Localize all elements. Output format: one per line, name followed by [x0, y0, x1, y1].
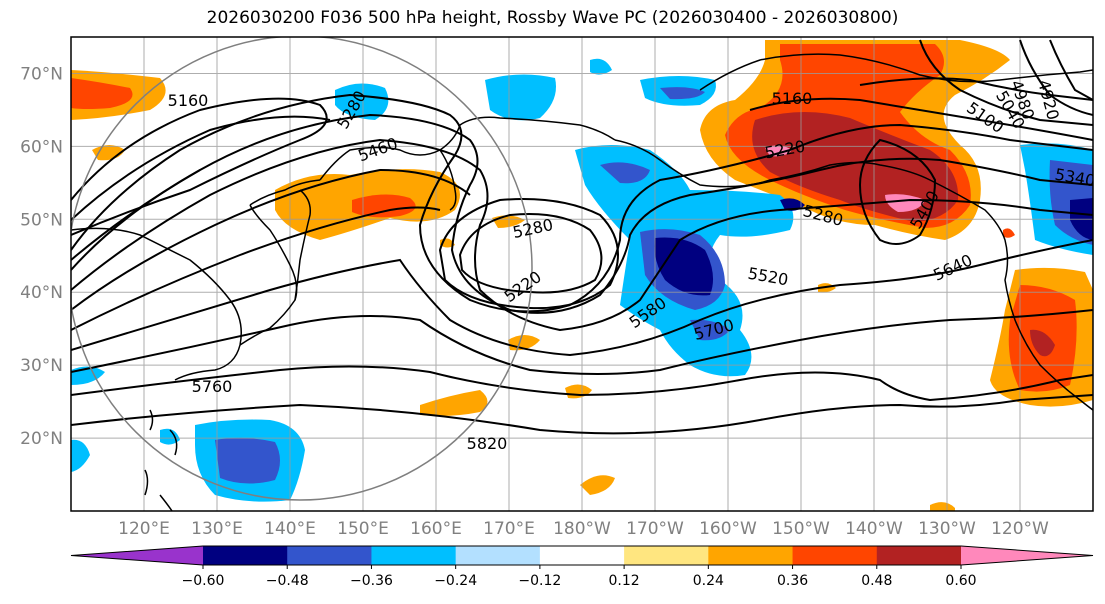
- latitude-tick-label: 50°N: [20, 210, 63, 230]
- longitude-tick-label: 170°W: [626, 519, 684, 539]
- map-title: 2026030200 F036 500 hPa height, Rossby W…: [206, 8, 899, 28]
- contour-label-text: 5160: [772, 89, 813, 108]
- latitude-labels: 20°N 30°N 40°N 50°N 60°N 70°N: [20, 64, 63, 449]
- contour-label: 5160: [168, 91, 209, 110]
- colorbar-bin: [455, 546, 541, 565]
- longitude-tick-label: 140°W: [845, 519, 903, 539]
- map-frame: [70, 36, 1094, 512]
- longitude-tick-label: 180°W: [553, 519, 611, 539]
- colorbar-bin: [961, 546, 1093, 565]
- latitude-tick-label: 70°N: [20, 64, 63, 84]
- colorbar-bin: [539, 546, 625, 565]
- longitude-tick-label: 150°E: [337, 519, 389, 539]
- colorbar-bin: [71, 546, 203, 565]
- longitude-tick-label: 140°E: [264, 519, 316, 539]
- colorbar-bin: [287, 546, 372, 565]
- colorbar-bin: [624, 546, 709, 565]
- colorbar-tick-label: 0.36: [777, 573, 808, 589]
- latitude-tick-label: 20°N: [20, 429, 63, 449]
- longitude-tick-label: 130°E: [191, 519, 243, 539]
- longitude-tick-label: 160°E: [410, 519, 462, 539]
- colorbar-bin: [708, 546, 794, 565]
- contour-label-text: 5820: [467, 434, 508, 453]
- colorbar-tick-label: −0.24: [434, 573, 477, 589]
- colorbar-tick-label: 0.12: [609, 573, 640, 589]
- longitude-tick-label: 120°E: [118, 519, 170, 539]
- longitude-tick-label: 130°W: [918, 519, 976, 539]
- colorbar-tick-label: −0.12: [518, 573, 561, 589]
- longitude-tick-label: 120°W: [991, 519, 1049, 539]
- longitude-labels: 120°E 130°E 140°E 150°E 160°E 170°E 180°W 170°W…: [118, 519, 1049, 539]
- contour-label: 5820: [467, 434, 508, 453]
- colorbar-bin: [203, 546, 288, 565]
- height-contours: [71, 39, 1093, 435]
- colorbar-tick-label: −0.36: [350, 573, 393, 589]
- longitude-tick-label: 170°E: [483, 519, 535, 539]
- colorbar: −0.60 −0.48 −0.36 −0.24 −0.12 0.12 0.24 0.36 0.4…: [70, 545, 1094, 589]
- latitude-tick-label: 30°N: [20, 356, 63, 376]
- range-ring: [71, 37, 533, 501]
- colorbar-tick-label: −0.60: [182, 573, 225, 589]
- longitude-tick-label: 150°W: [772, 519, 830, 539]
- latitude-tick-label: 60°N: [20, 137, 63, 157]
- colorbar-bin: [371, 546, 457, 565]
- colorbar-tick-label: 0.48: [861, 573, 892, 589]
- contour-label-text: 5760: [192, 377, 233, 396]
- contour-label: 5160: [772, 89, 813, 108]
- colorbar-tick-label: 0.24: [693, 573, 724, 589]
- longitude-tick-label: 160°W: [699, 519, 757, 539]
- colorbar-tick-label: −0.48: [266, 573, 309, 589]
- colorbar-bin: [876, 546, 962, 565]
- contour-label: 5760: [192, 377, 233, 396]
- contour-label-text: 5160: [168, 91, 209, 110]
- latitude-tick-label: 40°N: [20, 283, 63, 303]
- graticule: [71, 37, 1093, 511]
- rossby-wave-pc-shading: [71, 40, 1093, 511]
- colorbar-tick-label: 0.60: [945, 573, 976, 589]
- colorbar-bin: [792, 546, 878, 565]
